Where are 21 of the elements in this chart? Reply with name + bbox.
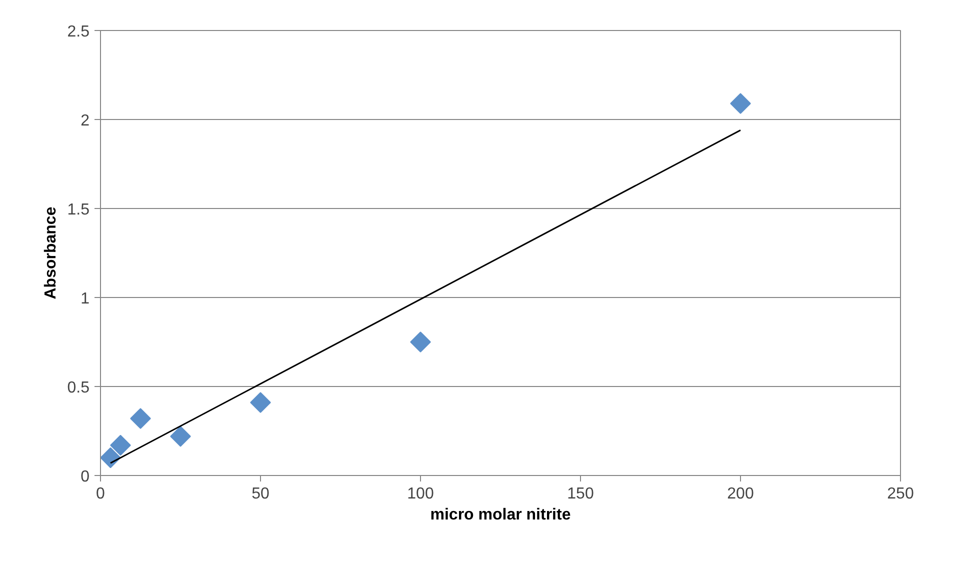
x-tick-label: 250: [887, 486, 914, 502]
x-tick-label: 150: [567, 486, 594, 502]
y-tick-label: 0.5: [67, 380, 90, 396]
x-tick-label: 200: [727, 486, 754, 502]
y-tick-label: 0: [80, 468, 90, 486]
y-tick-label: 2.5: [67, 24, 90, 40]
point: [110, 434, 131, 456]
y-tick-label: 2: [80, 112, 90, 130]
point: [410, 332, 431, 352]
point: [130, 408, 151, 429]
point: [170, 426, 191, 447]
x-tick-label: 50: [252, 486, 270, 502]
y-tick-label: 1: [80, 290, 90, 308]
y-tick-label: 1.5: [67, 202, 90, 218]
x-axis-title: micro molar nitrite: [430, 506, 571, 524]
point: [730, 93, 751, 114]
y-axis-title: Absorbance: [42, 206, 60, 300]
x-tick-label: 0: [96, 486, 106, 502]
point: [100, 447, 121, 468]
point: [250, 392, 271, 413]
x-tick-label: 100: [407, 486, 434, 502]
